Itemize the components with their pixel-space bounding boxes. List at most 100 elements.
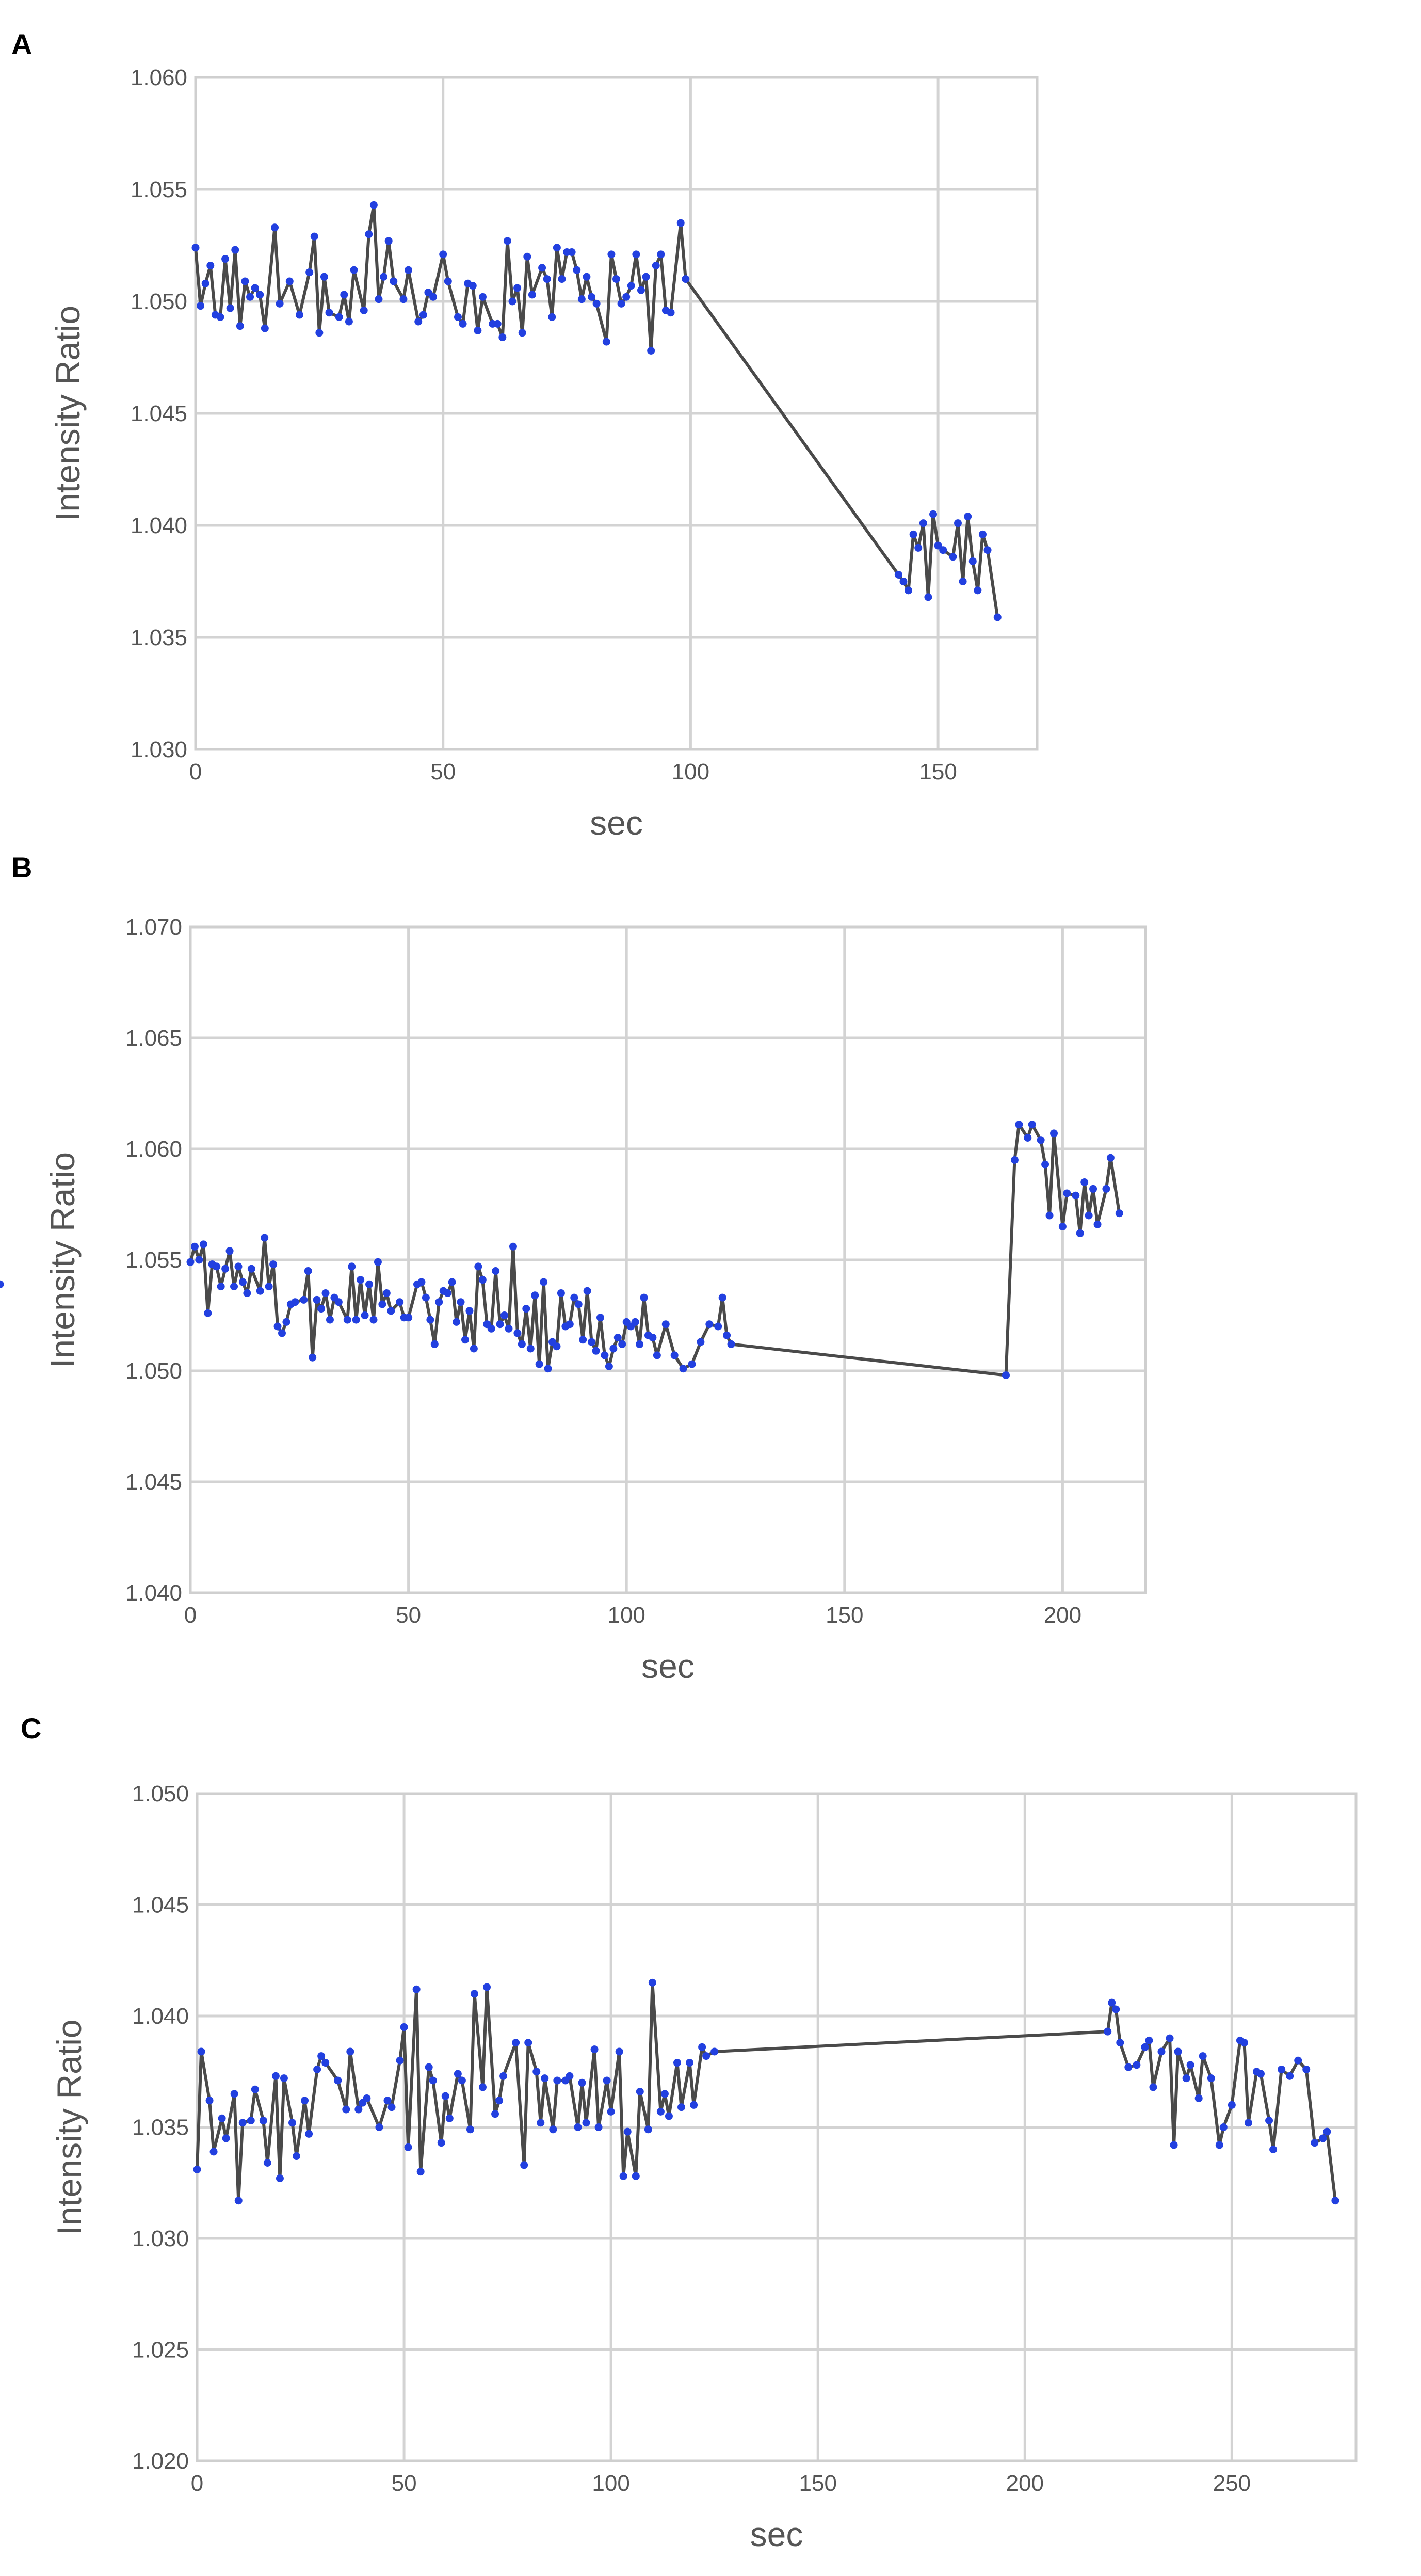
data-point	[346, 2047, 354, 2056]
data-point	[1286, 2072, 1294, 2080]
data-point	[702, 2052, 710, 2060]
data-point	[558, 275, 566, 283]
data-point	[509, 1242, 517, 1251]
data-point	[340, 291, 348, 299]
data-point	[682, 275, 690, 283]
data-point	[334, 2076, 342, 2085]
data-point	[1311, 2139, 1319, 2147]
data-point	[1215, 2141, 1223, 2149]
data-point	[640, 1293, 648, 1302]
data-point	[201, 279, 209, 287]
data-point	[400, 2023, 408, 2031]
data-point	[354, 2105, 363, 2114]
data-point	[320, 273, 328, 281]
data-point	[453, 1318, 461, 1326]
data-point	[714, 1322, 722, 1331]
x-tick-label: 200	[1006, 2471, 1044, 2496]
data-point	[405, 1314, 413, 1322]
data-point	[444, 1289, 452, 1297]
y-tick-label: 1.045	[125, 1469, 182, 1495]
data-point	[1145, 2036, 1153, 2044]
data-point	[657, 250, 665, 259]
data-point	[209, 2148, 218, 2156]
data-point	[225, 1247, 234, 1255]
data-point	[217, 1283, 225, 1291]
data-point	[518, 1340, 526, 1348]
data-point	[526, 1345, 535, 1353]
data-point	[954, 519, 962, 527]
data-point	[295, 311, 303, 319]
data-point	[566, 1320, 574, 1329]
data-point	[508, 297, 516, 306]
y-tick-label: 1.045	[131, 401, 187, 426]
data-point	[582, 2119, 590, 2127]
data-point	[430, 1340, 439, 1348]
data-point	[282, 1318, 290, 1326]
data-point	[238, 1278, 247, 1286]
data-point	[541, 2074, 549, 2083]
y-tick-label: 1.055	[131, 177, 187, 202]
data-point	[230, 2090, 238, 2098]
data-point	[470, 1345, 478, 1353]
data-point	[195, 1256, 203, 1264]
data-point	[361, 1311, 369, 1319]
data-point	[231, 246, 239, 254]
data-point	[246, 293, 254, 301]
data-point	[592, 1347, 600, 1355]
data-point	[1089, 1185, 1097, 1193]
data-point	[1015, 1121, 1023, 1129]
data-point	[627, 282, 635, 290]
data-point	[429, 2076, 437, 2085]
data-point	[425, 2063, 433, 2071]
data-point	[1080, 1178, 1089, 1186]
data-point	[670, 1351, 679, 1359]
x-axis-label: sec	[590, 804, 643, 842]
data-point	[280, 2074, 288, 2083]
data-point	[348, 1262, 356, 1271]
data-point	[647, 346, 655, 355]
data-point	[276, 299, 284, 308]
data-point	[350, 266, 358, 274]
data-point	[474, 326, 482, 334]
data-point	[577, 295, 586, 303]
data-point	[605, 1362, 613, 1370]
data-point	[317, 2052, 326, 2060]
data-point	[384, 237, 393, 245]
data-point	[1294, 2056, 1302, 2065]
data-point	[656, 2107, 665, 2116]
y-tick-label: 1.055	[125, 1247, 182, 1273]
data-point	[291, 1298, 299, 1306]
data-point	[234, 2197, 243, 2205]
data-point	[478, 1276, 487, 1284]
data-point	[653, 1351, 661, 1359]
data-point	[914, 543, 923, 552]
data-point	[221, 1265, 230, 1273]
data-point	[218, 2114, 226, 2122]
data-point	[648, 1978, 656, 1987]
y-tick-label: 1.050	[125, 1358, 182, 1384]
data-point	[583, 1287, 591, 1295]
data-point	[363, 2094, 371, 2102]
data-point	[553, 1342, 561, 1351]
data-point	[495, 2097, 504, 2105]
data-point	[261, 324, 269, 332]
data-point	[1045, 1211, 1054, 1220]
x-tick-label: 0	[184, 1603, 197, 1628]
data-point	[566, 2072, 574, 2080]
data-point	[543, 275, 551, 283]
data-point	[416, 2168, 425, 2176]
data-point	[588, 293, 596, 301]
data-point	[512, 2039, 520, 2047]
data-point	[396, 1298, 404, 1306]
data-point	[326, 1316, 334, 1324]
x-tick-label: 50	[392, 2471, 417, 2496]
data-point	[607, 250, 616, 259]
data-point	[465, 1307, 474, 1315]
y-tick-label: 1.025	[132, 2338, 189, 2363]
data-point	[636, 2088, 644, 2096]
data-point	[622, 293, 631, 301]
data-point	[304, 1267, 312, 1275]
data-point	[1186, 2061, 1194, 2069]
data-point	[424, 289, 432, 297]
data-point	[445, 2114, 454, 2122]
